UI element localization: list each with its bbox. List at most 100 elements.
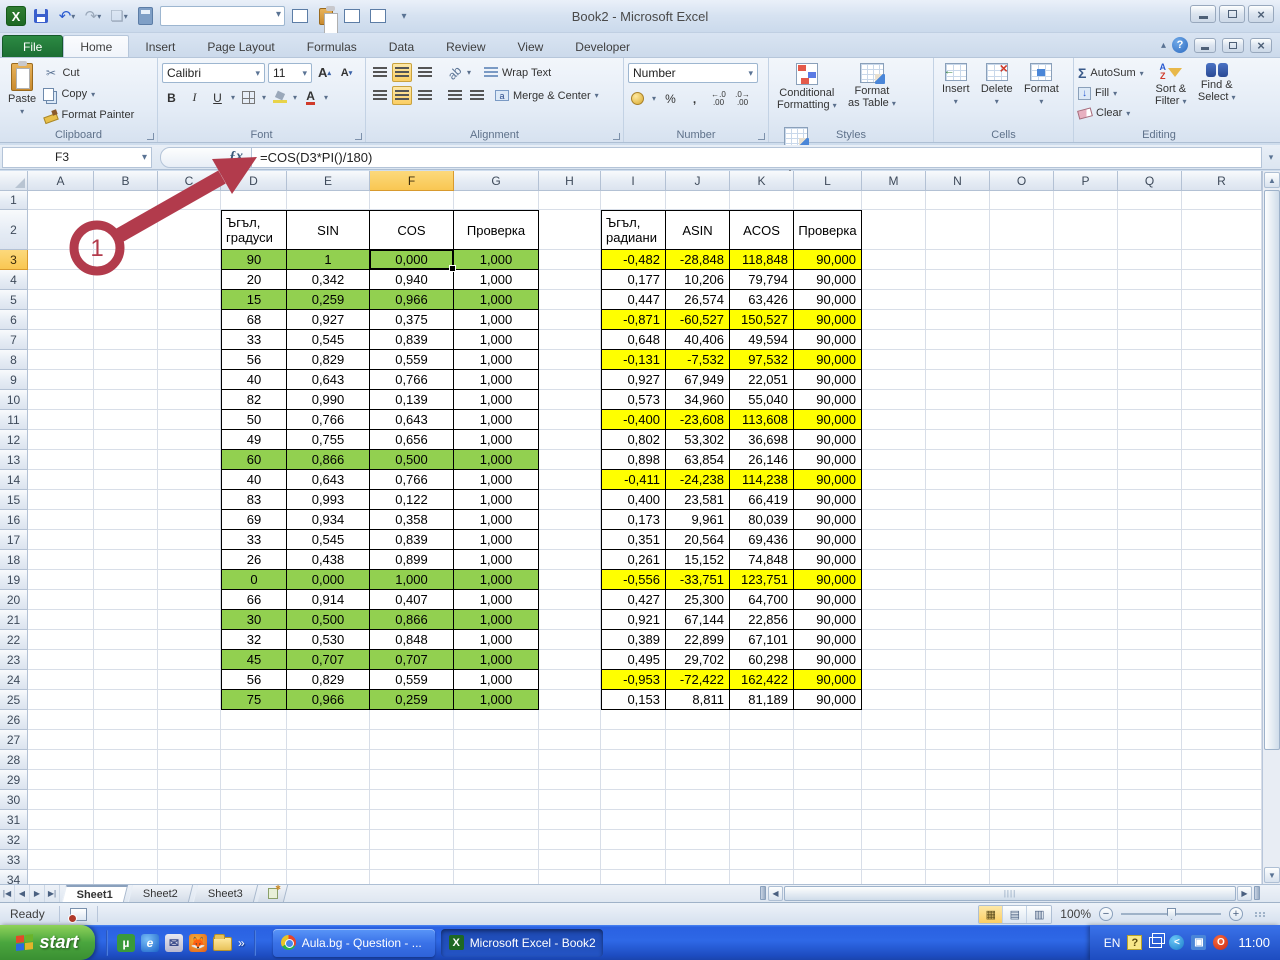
row-header-24[interactable]: 24	[0, 670, 28, 690]
cell-G6[interactable]: 1,000	[454, 310, 539, 330]
row-header-11[interactable]: 11	[0, 410, 28, 430]
cell-J20[interactable]: 25,300	[666, 590, 730, 610]
select-all-corner[interactable]	[0, 171, 28, 191]
align-bottom-button[interactable]	[415, 63, 434, 82]
format-as-table-button[interactable]: Format as Table ▾	[844, 61, 900, 125]
cell-L11[interactable]: 90,000	[794, 410, 862, 430]
accounting-format-button[interactable]	[628, 89, 647, 108]
save-button[interactable]	[30, 5, 52, 27]
row-header-10[interactable]: 10	[0, 390, 28, 410]
row-header-17[interactable]: 17	[0, 530, 28, 550]
font-size-combo[interactable]: 11	[268, 63, 312, 83]
cell-G22[interactable]: 1,000	[454, 630, 539, 650]
normal-view-button[interactable]: ▦	[979, 905, 1004, 923]
cell-F24[interactable]: 0,559	[370, 670, 454, 690]
cell-G20[interactable]: 1,000	[454, 590, 539, 610]
cell-K8[interactable]: 97,532	[730, 350, 794, 370]
cell-J23[interactable]: 29,702	[666, 650, 730, 670]
row-header-22[interactable]: 22	[0, 630, 28, 650]
cell-K7[interactable]: 49,594	[730, 330, 794, 350]
row-header-9[interactable]: 9	[0, 370, 28, 390]
cell-K11[interactable]: 113,608	[730, 410, 794, 430]
cell-J8[interactable]: -7,532	[666, 350, 730, 370]
alignment-dialog-launcher-icon[interactable]	[613, 133, 620, 140]
cell-J18[interactable]: 15,152	[666, 550, 730, 570]
cell-I8[interactable]: -0,131	[601, 350, 666, 370]
row-header-8[interactable]: 8	[0, 350, 28, 370]
cell-D16[interactable]: 69	[221, 510, 287, 530]
expand-formula-bar-icon[interactable]: ▾	[1268, 151, 1274, 162]
cell-E3[interactable]: 1	[287, 250, 370, 270]
column-header-G[interactable]: G	[454, 171, 539, 191]
tab-home[interactable]: Home	[63, 35, 130, 57]
cell-E12[interactable]: 0,755	[287, 430, 370, 450]
restore-button[interactable]	[1219, 5, 1245, 23]
tab-file[interactable]: File	[2, 35, 64, 57]
task-button-browser[interactable]: Aula.bg - Question - ...	[272, 928, 435, 957]
bold-button[interactable]: B	[167, 90, 176, 105]
cell-L25[interactable]: 90,000	[794, 690, 862, 710]
font-color-button[interactable]: A	[301, 88, 320, 107]
row-header-5[interactable]: 5	[0, 290, 28, 310]
column-header-P[interactable]: P	[1054, 171, 1118, 191]
cell-E25[interactable]: 0,966	[287, 690, 370, 710]
column-header-N[interactable]: N	[926, 171, 990, 191]
scroll-right-icon[interactable]: ▶	[1237, 885, 1252, 901]
row-header-31[interactable]: 31	[0, 810, 28, 830]
cell-D21[interactable]: 30	[221, 610, 287, 630]
cell-L14[interactable]: 90,000	[794, 470, 862, 490]
task-button-excel[interactable]: X Microsoft Excel - Book2	[440, 928, 603, 957]
cell-D18[interactable]: 26	[221, 550, 287, 570]
cell-I6[interactable]: -0,871	[601, 310, 666, 330]
clear-button[interactable]: Clear ▾	[1077, 104, 1144, 122]
zoom-out-button[interactable]: −	[1099, 907, 1113, 921]
row-header-21[interactable]: 21	[0, 610, 28, 630]
cell-I22[interactable]: 0,389	[601, 630, 666, 650]
vertical-scroll-thumb[interactable]	[1264, 190, 1280, 750]
cell-J24[interactable]: -72,422	[666, 670, 730, 690]
cell-L16[interactable]: 90,000	[794, 510, 862, 530]
italic-button[interactable]: I	[192, 90, 197, 104]
column-header-Q[interactable]: Q	[1118, 171, 1182, 191]
cell-D22[interactable]: 32	[221, 630, 287, 650]
column-header-R[interactable]: R	[1182, 171, 1262, 191]
row-header-29[interactable]: 29	[0, 770, 28, 790]
cell-I20[interactable]: 0,427	[601, 590, 666, 610]
cell-L9[interactable]: 90,000	[794, 370, 862, 390]
row-header-16[interactable]: 16	[0, 510, 28, 530]
restore-tray-icon[interactable]	[1149, 933, 1166, 948]
cell-E20[interactable]: 0,914	[287, 590, 370, 610]
cell-L20[interactable]: 90,000	[794, 590, 862, 610]
cell-I3[interactable]: -0,482	[601, 250, 666, 270]
row-header-15[interactable]: 15	[0, 490, 28, 510]
undo-button[interactable]: ↶ ▾	[58, 8, 76, 25]
cell-K3[interactable]: 118,848	[730, 250, 794, 270]
conditional-formatting-button[interactable]: Conditional Formatting ▾	[773, 61, 841, 125]
column-header-J[interactable]: J	[666, 171, 730, 191]
number-dialog-launcher-icon[interactable]	[758, 133, 765, 140]
grow-font-button[interactable]: A ▴	[318, 65, 331, 80]
row-header-1[interactable]: 1	[0, 191, 28, 210]
cell-F14[interactable]: 0,766	[370, 470, 454, 490]
doc-minimize-button[interactable]	[1194, 37, 1216, 53]
cell-G18[interactable]: 1,000	[454, 550, 539, 570]
table1-header-3[interactable]: Проверка	[454, 210, 539, 250]
format-cells-button[interactable]: Format ▾	[1020, 61, 1063, 125]
qat-combobox[interactable]	[160, 6, 285, 26]
row-header-14[interactable]: 14	[0, 470, 28, 490]
cell-K25[interactable]: 81,189	[730, 690, 794, 710]
cell-J9[interactable]: 67,949	[666, 370, 730, 390]
cell-D9[interactable]: 40	[221, 370, 287, 390]
cell-J6[interactable]: -60,527	[666, 310, 730, 330]
align-left-button[interactable]	[370, 86, 389, 105]
tab-review[interactable]: Review	[446, 40, 486, 54]
row-header-18[interactable]: 18	[0, 550, 28, 570]
cell-J15[interactable]: 23,581	[666, 490, 730, 510]
table1-header-1[interactable]: SIN	[287, 210, 370, 250]
cell-I10[interactable]: 0,573	[601, 390, 666, 410]
cell-F13[interactable]: 0,500	[370, 450, 454, 470]
sheet-tab-sheet1[interactable]: Sheet1	[61, 885, 129, 902]
last-sheet-icon[interactable]: ▶|	[45, 885, 60, 902]
quick-launch-overflow-icon[interactable]: »	[238, 935, 245, 950]
cell-F19[interactable]: 1,000	[370, 570, 454, 590]
